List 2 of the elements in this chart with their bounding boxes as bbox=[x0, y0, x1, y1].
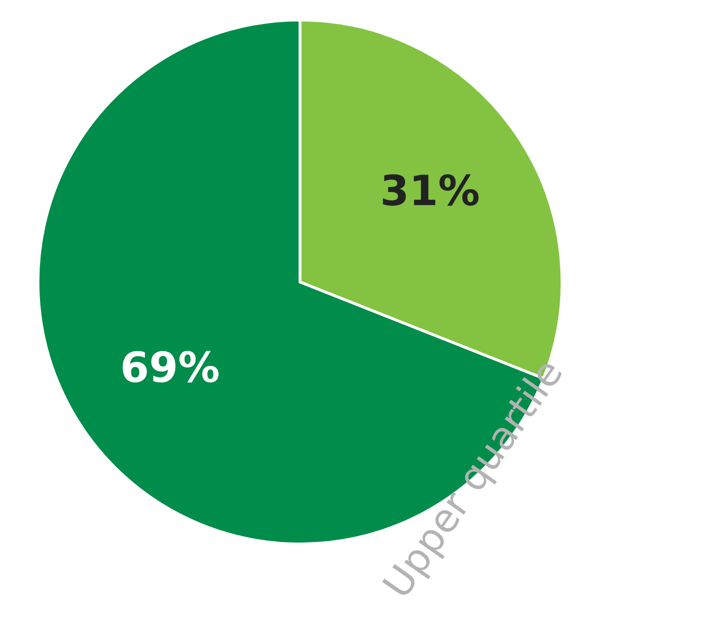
data-label: 31% bbox=[382, 174, 479, 206]
data-label: 69% bbox=[122, 350, 219, 382]
